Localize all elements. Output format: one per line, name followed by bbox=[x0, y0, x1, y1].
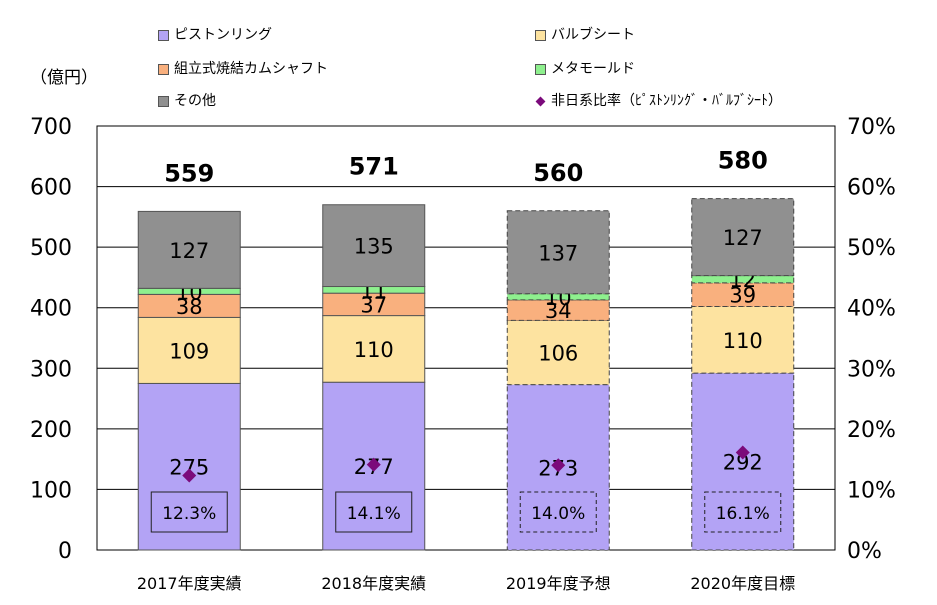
ratio-diamond-marker bbox=[735, 445, 750, 460]
legend-item-other: その他 bbox=[158, 90, 216, 110]
bar-total-label: 560 bbox=[533, 159, 583, 187]
bar-segment bbox=[137, 316, 241, 384]
legend-label-camshaft: 組立式焼結カムシャフト bbox=[174, 61, 328, 77]
bar-value-label: 106 bbox=[538, 342, 578, 366]
bar-value-label: 110 bbox=[723, 329, 763, 353]
ratio-value-label: 16.1% bbox=[716, 504, 770, 524]
bar-total-label: 559 bbox=[164, 159, 214, 187]
y-left-tick-label: 100 bbox=[30, 478, 72, 503]
legend-item-camshaft: 組立式焼結カムシャフト bbox=[158, 58, 328, 78]
legend-swatch-metamold bbox=[535, 63, 546, 75]
bar-value-label: 39 bbox=[729, 284, 756, 308]
y-right-tick-label: 40% bbox=[847, 297, 896, 322]
legend-item-ratio: 非日系比率（ﾋﾟｽﾄﾝﾘﾝｸﾞ・ﾊﾞﾙﾌﾞｼｰﾄ） bbox=[535, 90, 782, 110]
bar-value-label: 127 bbox=[169, 239, 209, 263]
bar-value-label: 38 bbox=[176, 295, 203, 319]
ratio-label-box bbox=[335, 491, 413, 533]
x-category-label: 2017年度実績 bbox=[137, 574, 242, 593]
y-right-tick-label: 10% bbox=[847, 478, 896, 503]
bar-segment bbox=[137, 382, 241, 551]
legend-item-piston-ring: ピストンリング bbox=[158, 24, 272, 44]
legend-item-valve-seat: バルブシート bbox=[535, 24, 635, 44]
legend-swatch-valve-seat bbox=[535, 29, 546, 41]
ratio-value-label: 14.1% bbox=[347, 504, 401, 524]
y-left-tick-label: 500 bbox=[30, 236, 72, 261]
x-category-label: 2019年度予想 bbox=[506, 574, 611, 593]
ratio-label-box bbox=[704, 491, 782, 533]
legend-label-other: その他 bbox=[174, 93, 216, 109]
ratio-diamond-marker bbox=[551, 458, 566, 473]
y-right-tick-label: 20% bbox=[847, 418, 896, 443]
y-right-tick-label: 60% bbox=[847, 176, 896, 201]
y-left-tick-label: 700 bbox=[30, 115, 72, 140]
bar-value-label: 110 bbox=[354, 338, 394, 362]
ratio-diamond-marker bbox=[366, 457, 381, 472]
bar-segment bbox=[691, 306, 795, 374]
bar-segment bbox=[506, 210, 610, 295]
bar-value-label: 127 bbox=[723, 226, 763, 250]
y-left-tick-label: 400 bbox=[30, 297, 72, 322]
y-right-tick-label: 30% bbox=[847, 357, 896, 382]
legend-item-metamold: メタモールド bbox=[535, 58, 635, 78]
y-left-tick-label: 0 bbox=[58, 539, 72, 564]
bar-value-label: 135 bbox=[354, 235, 394, 259]
plot-area-frame bbox=[96, 125, 836, 551]
y-axis-unit-label: （億円） bbox=[30, 68, 98, 88]
legend-label-piston-ring: ピストンリング bbox=[174, 27, 272, 43]
legend-label-valve-seat: バルブシート bbox=[551, 27, 635, 43]
bar-value-label: 37 bbox=[360, 293, 387, 317]
x-category-label: 2018年度実績 bbox=[321, 574, 426, 593]
legend-swatch-other bbox=[158, 95, 169, 107]
bar-segment bbox=[506, 319, 610, 386]
y-right-tick-label: 70% bbox=[847, 115, 896, 140]
y-right-tick-label: 0% bbox=[847, 539, 882, 564]
bar-value-label: 109 bbox=[169, 339, 209, 363]
x-category-label: 2020年度目標 bbox=[690, 574, 795, 593]
bar-segment bbox=[322, 204, 426, 288]
y-right-tick-label: 50% bbox=[847, 236, 896, 261]
ratio-value-label: 14.0% bbox=[531, 504, 585, 524]
ratio-diamond-marker bbox=[182, 468, 197, 483]
bar-segment bbox=[691, 198, 795, 277]
legend-swatch-piston-ring bbox=[158, 29, 169, 41]
bar-value-label: 137 bbox=[538, 241, 578, 265]
bar-total-label: 571 bbox=[349, 153, 399, 181]
ratio-value-label: 12.3% bbox=[162, 504, 216, 524]
y-left-tick-label: 300 bbox=[30, 357, 72, 382]
legend-label-metamold: メタモールド bbox=[551, 61, 635, 77]
y-left-tick-label: 200 bbox=[30, 418, 72, 443]
legend-label-ratio: 非日系比率（ﾋﾟｽﾄﾝﾘﾝｸﾞ・ﾊﾞﾙﾌﾞｼｰﾄ） bbox=[551, 93, 782, 109]
legend-swatch-camshaft bbox=[158, 63, 169, 75]
y-left-tick-label: 600 bbox=[30, 176, 72, 201]
ratio-label-box bbox=[150, 491, 228, 533]
ratio-label-box bbox=[519, 491, 597, 533]
bar-segment bbox=[137, 210, 241, 289]
bar-total-label: 580 bbox=[718, 147, 768, 175]
bar-value-label: 34 bbox=[545, 299, 572, 323]
